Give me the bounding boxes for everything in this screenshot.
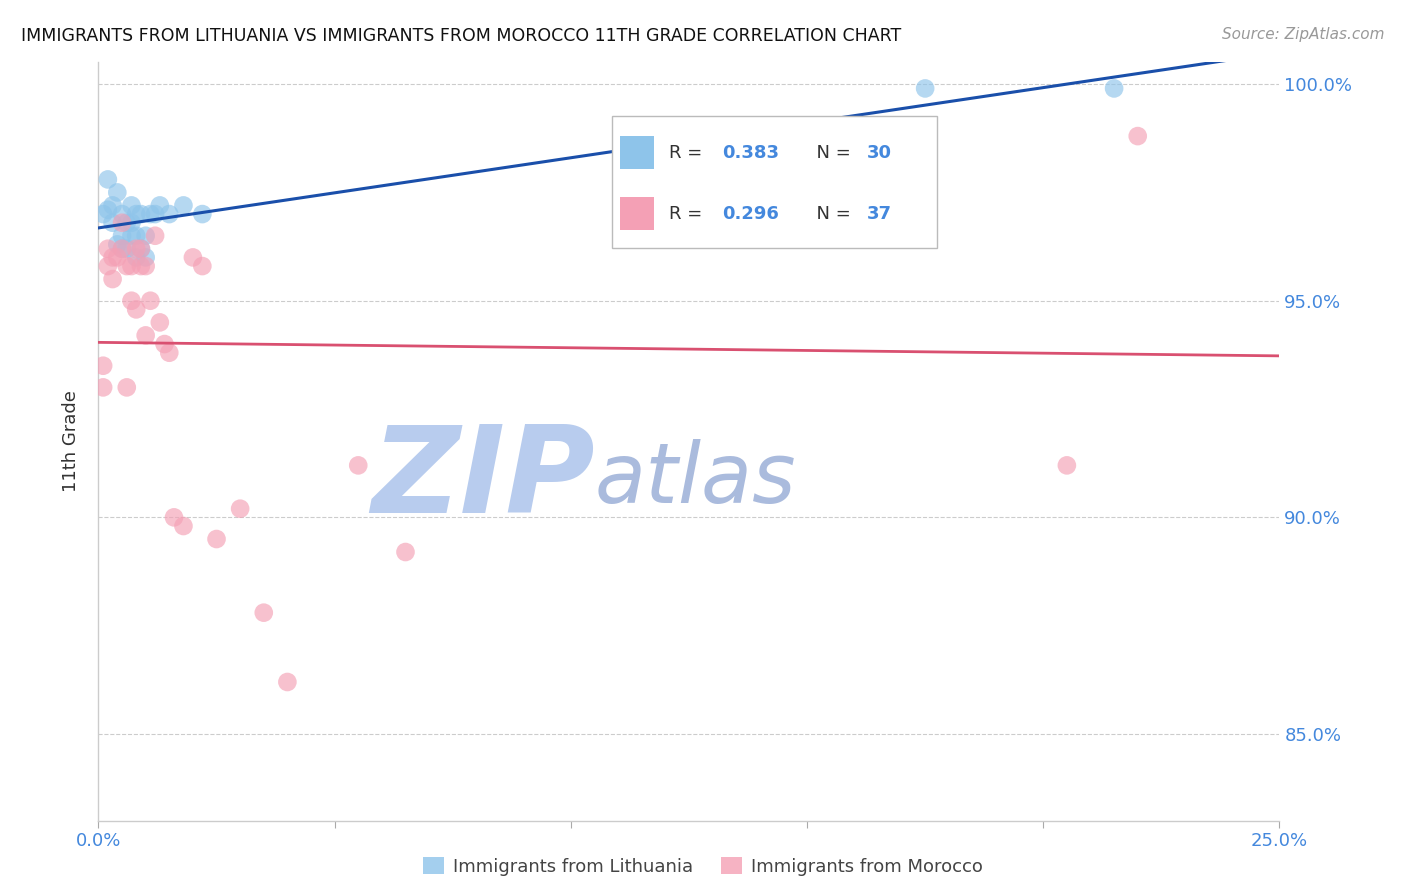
Point — [97, 202, 120, 217]
Point — [111, 242, 134, 256]
Point — [394, 545, 416, 559]
Point — [139, 293, 162, 308]
Point — [172, 198, 194, 212]
Text: R =: R = — [669, 144, 707, 161]
Point — [143, 228, 166, 243]
Point — [129, 242, 152, 256]
Point — [157, 345, 180, 359]
Point — [143, 207, 166, 221]
Text: N =: N = — [804, 144, 856, 161]
Legend: Immigrants from Lithuania, Immigrants from Morocco: Immigrants from Lithuania, Immigrants fr… — [416, 850, 990, 883]
Point — [347, 458, 370, 473]
Point — [149, 315, 172, 329]
Point — [125, 207, 148, 221]
Point — [1126, 129, 1149, 144]
Point — [135, 328, 157, 343]
Point — [121, 216, 143, 230]
Point — [97, 242, 120, 256]
Point — [111, 228, 134, 243]
Point — [121, 198, 143, 212]
Text: 0.296: 0.296 — [723, 204, 779, 223]
Text: atlas: atlas — [595, 439, 796, 520]
Point — [129, 242, 152, 256]
Point — [101, 272, 124, 286]
Point — [105, 251, 128, 265]
Point — [149, 198, 172, 212]
Point — [205, 532, 228, 546]
Point — [121, 293, 143, 308]
Point — [115, 242, 138, 256]
Point — [1102, 81, 1125, 95]
Point — [157, 207, 180, 221]
Text: Source: ZipAtlas.com: Source: ZipAtlas.com — [1222, 27, 1385, 42]
Text: 37: 37 — [868, 204, 893, 223]
Point — [125, 302, 148, 317]
Point — [229, 501, 252, 516]
Point — [135, 251, 157, 265]
Y-axis label: 11th Grade: 11th Grade — [62, 391, 80, 492]
Point — [91, 207, 114, 221]
FancyBboxPatch shape — [620, 197, 654, 230]
Point — [115, 216, 138, 230]
Point — [125, 228, 148, 243]
Point — [101, 198, 124, 212]
Point — [111, 207, 134, 221]
Point — [91, 380, 114, 394]
Point — [191, 259, 214, 273]
Point — [91, 359, 114, 373]
Point — [121, 259, 143, 273]
Point — [125, 242, 148, 256]
Text: 0.383: 0.383 — [723, 144, 779, 161]
Point — [914, 81, 936, 95]
Point — [135, 228, 157, 243]
Text: ZIP: ZIP — [371, 421, 595, 538]
Text: R =: R = — [669, 204, 707, 223]
FancyBboxPatch shape — [612, 116, 936, 248]
Point — [139, 207, 162, 221]
Point — [97, 172, 120, 186]
Point — [121, 228, 143, 243]
Point — [191, 207, 214, 221]
Point — [115, 259, 138, 273]
Point — [105, 186, 128, 200]
Point — [163, 510, 186, 524]
Point — [97, 259, 120, 273]
Point — [129, 259, 152, 273]
Text: N =: N = — [804, 204, 856, 223]
Point — [1056, 458, 1078, 473]
Point — [101, 216, 124, 230]
Point — [181, 251, 204, 265]
Point — [129, 207, 152, 221]
Point — [844, 207, 866, 221]
Text: IMMIGRANTS FROM LITHUANIA VS IMMIGRANTS FROM MOROCCO 11TH GRADE CORRELATION CHAR: IMMIGRANTS FROM LITHUANIA VS IMMIGRANTS … — [21, 27, 901, 45]
Point — [153, 337, 176, 351]
Point — [115, 380, 138, 394]
Point — [111, 216, 134, 230]
Point — [253, 606, 276, 620]
Point — [276, 675, 298, 690]
Point — [105, 237, 128, 252]
FancyBboxPatch shape — [620, 136, 654, 169]
Text: 30: 30 — [868, 144, 893, 161]
Point — [101, 251, 124, 265]
Point — [111, 242, 134, 256]
Point — [172, 519, 194, 533]
Point — [125, 251, 148, 265]
Point — [135, 259, 157, 273]
